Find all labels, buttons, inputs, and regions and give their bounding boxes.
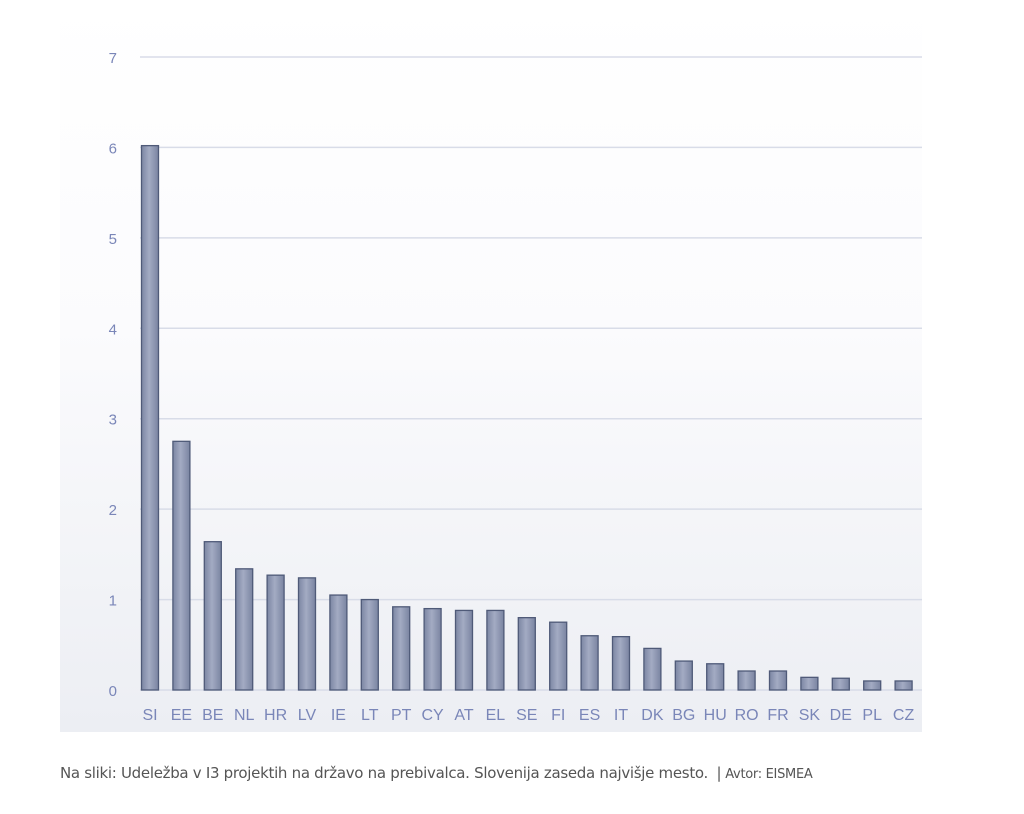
bar-pl [863,680,882,691]
bar-nl [235,568,254,691]
bar-bg [674,660,693,691]
bar-chart: 0 1 2 3 4 5 6 7 SI EE BE NL HR LV IE LT PT CY AT EL SE FI ES I… [109,50,922,724]
figure-caption: Na sliki: Udeležba v I3 projektih na drž… [60,764,813,782]
bar-se [517,617,536,691]
bar-pt [392,606,411,691]
x-tick-label: HR [264,707,287,724]
y-tick-label: 3 [109,412,117,429]
x-tick-label: BE [202,707,223,724]
x-tick-label: DK [641,707,664,724]
x-tick-label: FR [767,707,788,724]
bar-de [831,677,850,691]
bar-hr [266,574,285,691]
x-tick-label: PT [391,707,412,724]
y-tick-label: 7 [109,50,117,67]
bar-dk [643,647,662,691]
bar-si [140,144,160,691]
x-tick-label: CY [421,707,444,724]
bar-lt [360,598,379,691]
bar-cy [423,607,442,691]
x-tick-label: IE [331,707,346,724]
bar-sk [800,676,819,691]
x-tick-label: PL [862,707,882,724]
bar-lv [297,577,317,691]
x-tick-label: IT [614,707,628,724]
x-tick-label: HU [704,707,727,724]
y-tick-label: 5 [109,231,117,248]
caption-author: Avtor: EISMEA [725,767,813,782]
y-tick-label: 6 [109,140,117,157]
bar-cz [894,680,913,691]
bar-ro [737,670,756,691]
x-tick-label: BG [672,707,695,724]
bar-ee [172,440,191,691]
bar-ie [329,594,348,691]
caption-text: Na sliki: Udeležba v I3 projektih na drž… [60,764,708,782]
x-tick-label: SE [516,707,537,724]
x-tick-label: EL [486,707,506,724]
x-tick-label: LV [298,707,317,724]
bar-fi [549,621,568,691]
bar-fr [768,670,788,691]
y-tick-label: 2 [109,502,117,519]
y-tick-label: 0 [109,683,117,700]
x-tick-label: RO [735,707,759,724]
x-tick-label: DE [830,707,852,724]
x-tick-label: LT [361,707,379,724]
x-tick-label: ES [579,707,600,724]
bar-el [486,609,505,691]
bar-at [454,609,474,691]
bar-be [203,541,222,691]
x-tick-label: CZ [893,707,915,724]
x-tick-label: SI [142,707,157,724]
x-tick-label: AT [454,707,473,724]
x-tick-label: NL [234,707,255,724]
bar-it [611,635,631,691]
x-tick-label: FI [551,707,565,724]
bar-hu [706,663,725,691]
bar-es [580,635,599,691]
y-tick-label: 1 [109,593,117,610]
caption-separator: | [716,764,722,782]
x-tick-label: SK [799,707,821,724]
chart-area: 0 1 2 3 4 5 6 7 SI EE BE NL HR LV IE LT PT CY AT EL SE FI ES I… [60,0,922,732]
x-tick-label: EE [171,707,192,724]
y-tick-label: 4 [109,321,117,338]
